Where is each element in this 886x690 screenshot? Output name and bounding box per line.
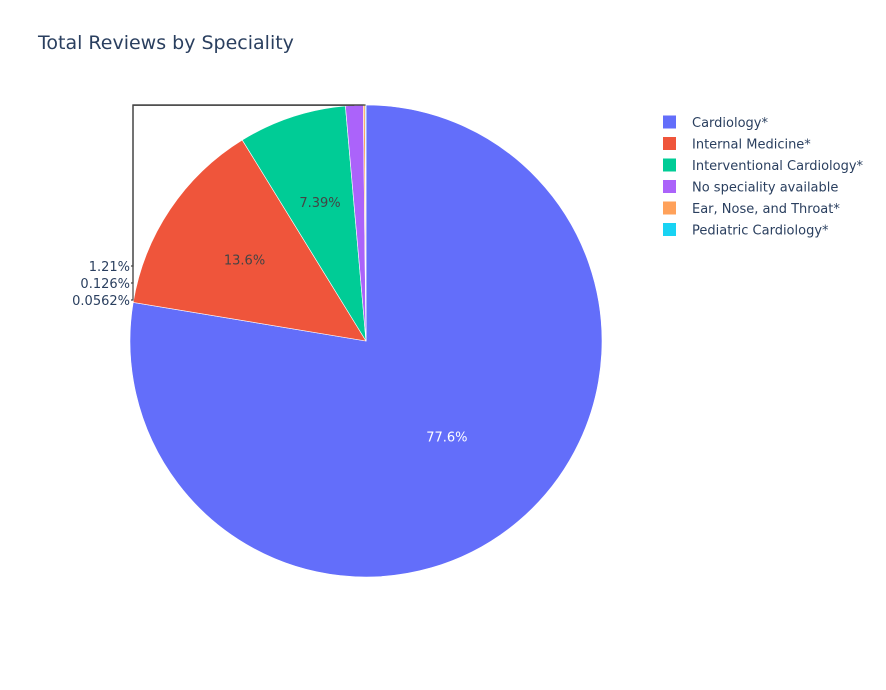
slice-label-internal-medicine: 13.6%	[224, 253, 265, 268]
leader-line-pediatric-cardiology	[131, 104, 366, 301]
legend-swatch	[663, 137, 676, 150]
legend-item-internal-medicine[interactable]: Internal Medicine*	[663, 137, 811, 153]
legend-swatch	[663, 158, 676, 172]
legend-label: Interventional Cardiology*	[692, 159, 864, 174]
legend-label: No speciality available	[692, 181, 838, 196]
slice-label-cardiology: 77.6%	[426, 430, 467, 445]
legend-label: Cardiology*	[692, 116, 768, 131]
legend-label: Internal Medicine*	[692, 138, 811, 153]
legend-swatch	[663, 115, 676, 129]
legend-swatch	[663, 223, 676, 236]
legend-item-cardiology[interactable]: Cardiology*	[663, 115, 768, 132]
legend-item-interventional-cardiology[interactable]: Interventional Cardiology*	[663, 158, 864, 175]
pie-slice-interventional-cardiology	[241, 105, 367, 342]
legend-swatch	[663, 201, 676, 215]
slice-label-pediatric-cardiology: 0.0562%	[72, 294, 130, 309]
pie-slices	[129, 104, 603, 578]
legend: Cardiology* Internal Medicine* Interventio…	[663, 115, 864, 239]
legend-item-pediatric-cardiology[interactable]: Pediatric Cardiology*	[663, 223, 829, 239]
pie-labels: 77.6% 13.6% 7.39% 1.21% 0.126% 0.0562%	[72, 104, 468, 445]
chart-title: Total Reviews by Speciality	[37, 32, 294, 54]
legend-swatch	[663, 180, 676, 193]
legend-item-no-speciality-available[interactable]: No speciality available	[663, 180, 838, 196]
legend-item-ear-nose-and-throat[interactable]: Ear, Nose, and Throat*	[663, 201, 840, 218]
legend-label: Ear, Nose, and Throat*	[692, 202, 840, 217]
slice-label-interventional-cardiology: 7.39%	[299, 196, 340, 211]
pie-slice-internal-medicine	[132, 139, 367, 342]
legend-label: Pediatric Cardiology*	[692, 224, 829, 239]
slice-label-ear-nose-and-throat: 0.126%	[80, 277, 130, 292]
slice-label-no-speciality-available: 1.21%	[89, 260, 130, 275]
